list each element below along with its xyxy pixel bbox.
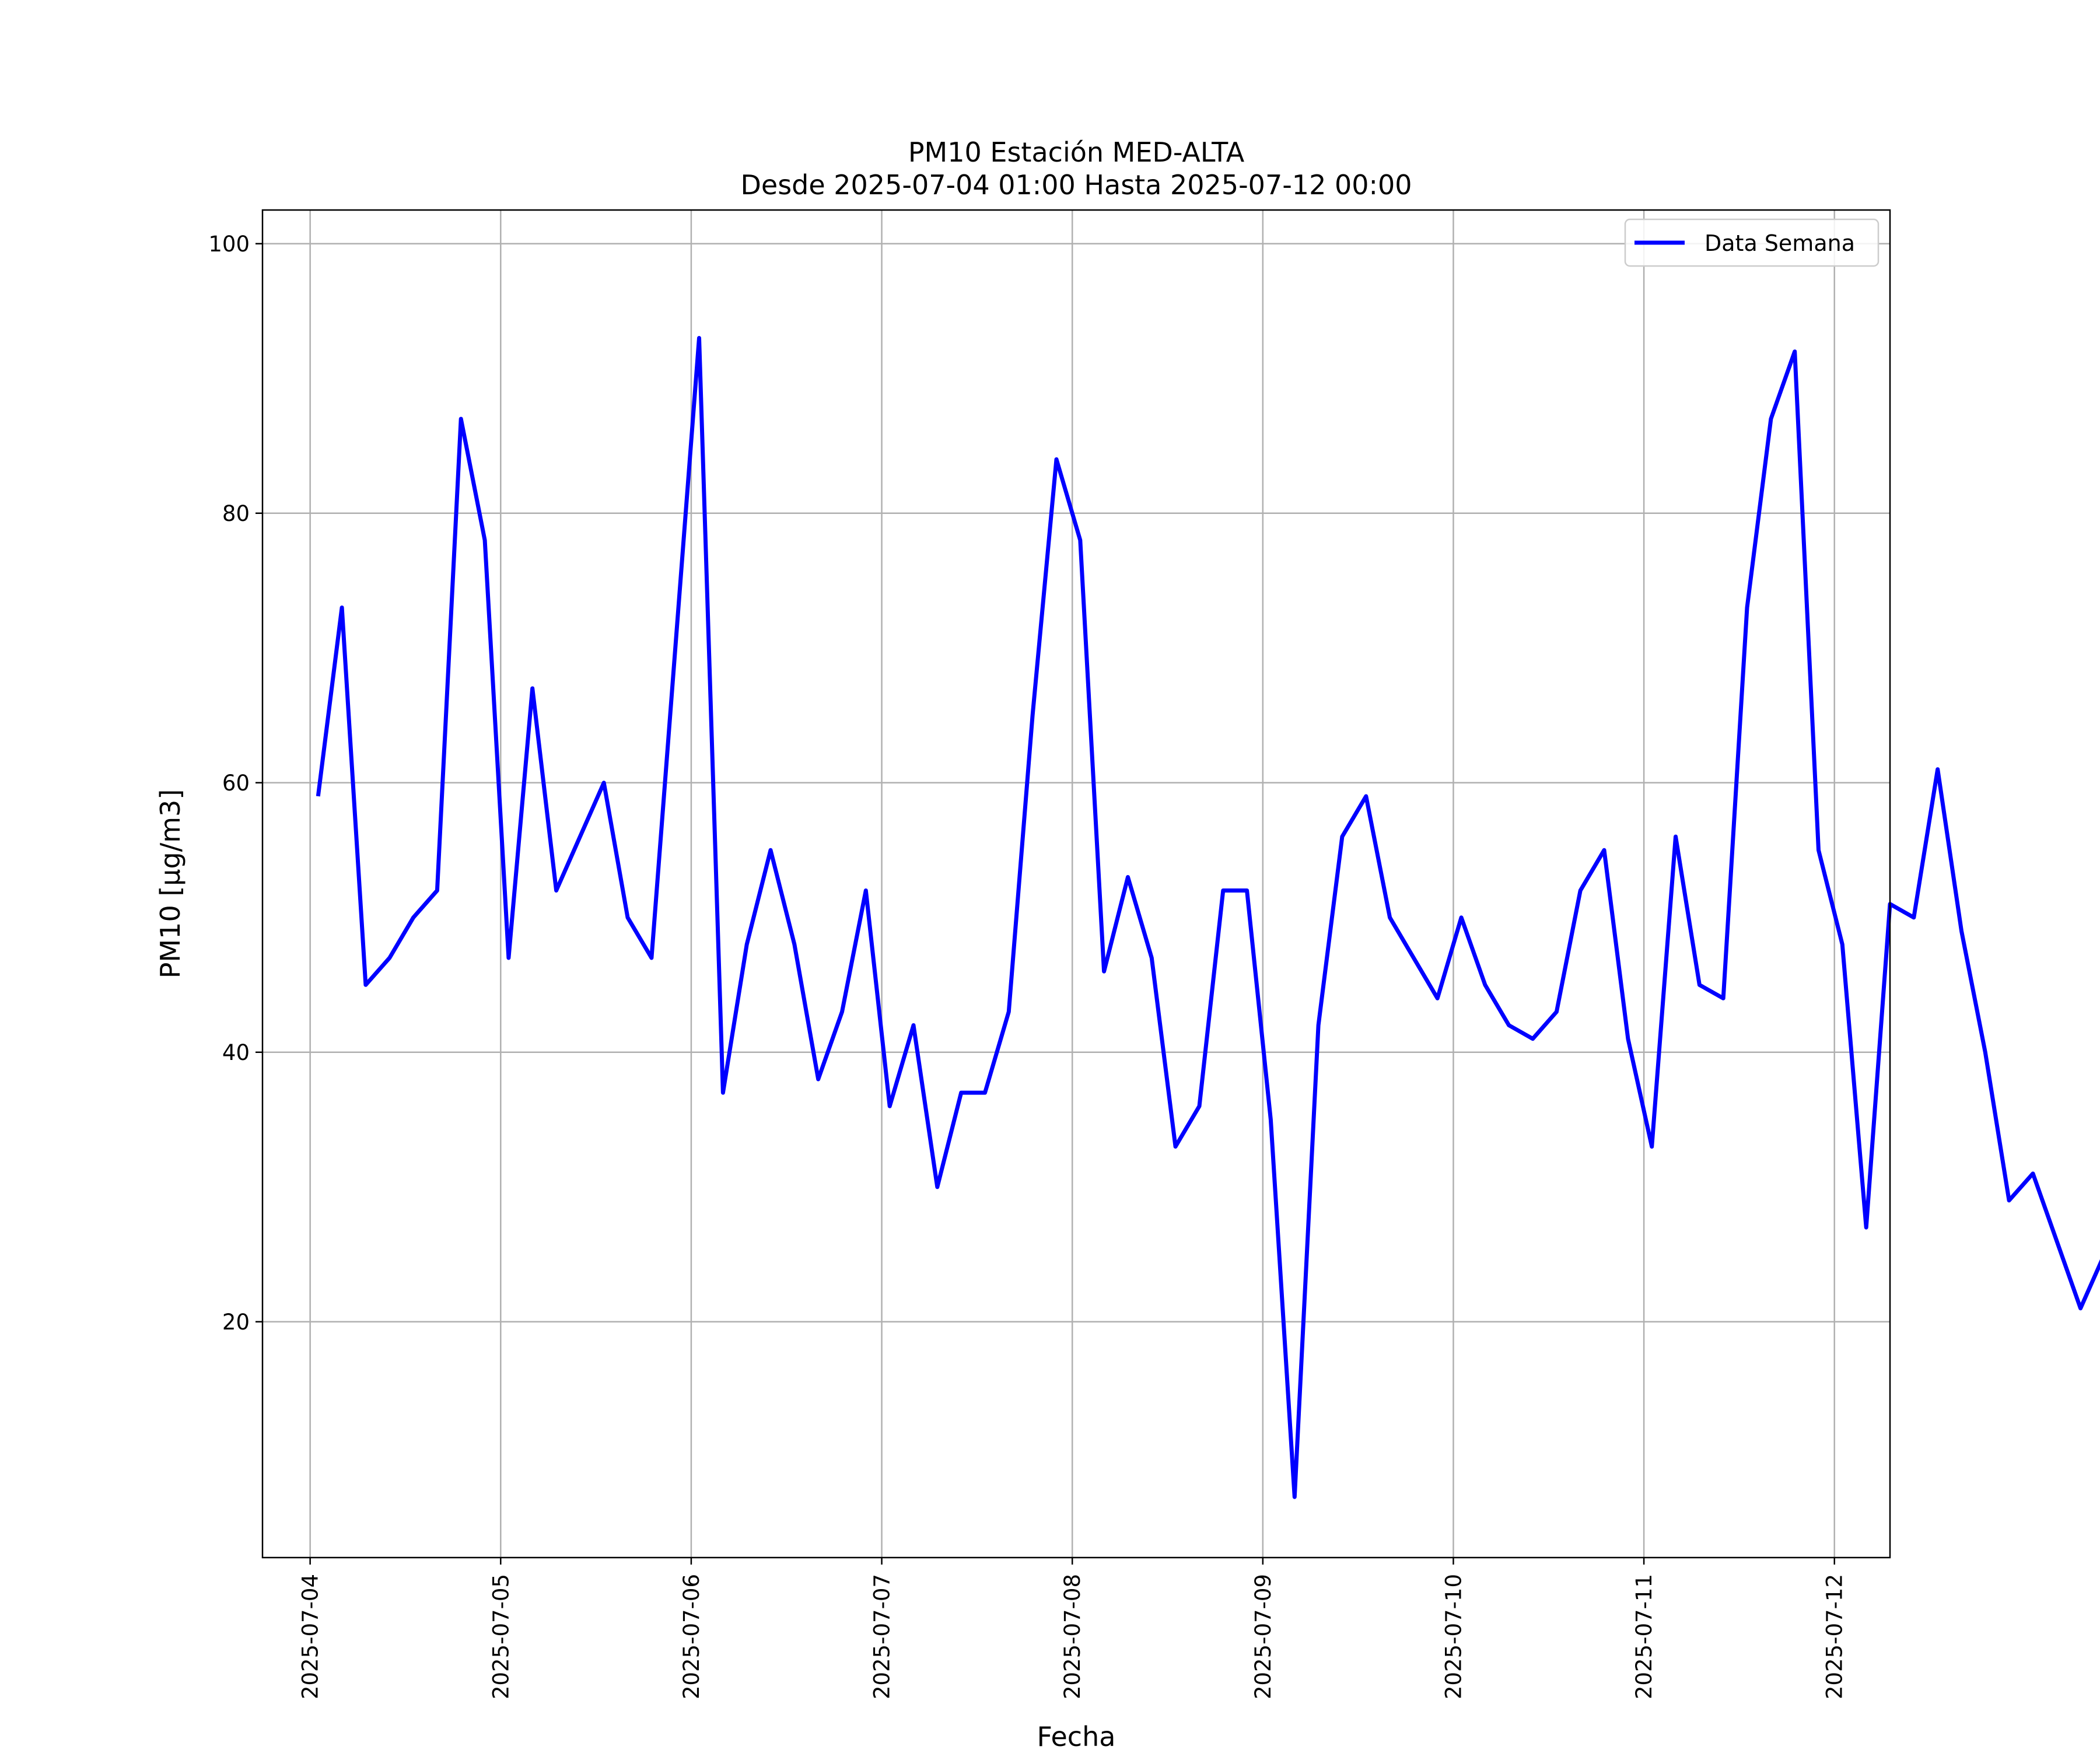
- x-tick-label: 2025-07-07: [870, 1574, 895, 1699]
- y-tick-label: 20: [222, 1310, 250, 1335]
- chart-title: PM10 Estación MED-ALTA: [908, 137, 1245, 168]
- x-tick-label: 2025-07-06: [679, 1574, 704, 1699]
- x-tick-label: 2025-07-05: [488, 1574, 513, 1699]
- y-tick-label: 100: [208, 232, 250, 257]
- legend-label-data-semana: Data Semana: [1704, 230, 1855, 256]
- axis-ticks: 2025-07-04 2025-07-05 2025-07-06 2025-07-07…: [208, 232, 1847, 1699]
- plot-area-frame: [261, 209, 1891, 1559]
- x-tick-label: 2025-07-08: [1060, 1574, 1085, 1699]
- x-axis-label: Fecha: [1037, 1721, 1116, 1750]
- x-tick-label: 2025-07-11: [1632, 1574, 1657, 1699]
- x-tick-label: 2025-07-09: [1251, 1574, 1276, 1699]
- series-line-data-semana: [316, 335, 2100, 1499]
- legend-box: [1624, 218, 1880, 267]
- y-axis-label: PM10 [μg/m3]: [155, 789, 186, 979]
- x-tick-label: 2025-07-04: [298, 1574, 323, 1699]
- y-tick-label: 60: [222, 771, 250, 796]
- series-layer: [316, 335, 2100, 1499]
- legend: Data Semana: [1624, 218, 1880, 267]
- chart-subtitle: Desde 2025-07-04 01:00 Hasta 2025-07-12 …: [740, 169, 1412, 201]
- y-tick-label: 80: [222, 501, 250, 526]
- x-tick-label: 2025-07-10: [1441, 1574, 1466, 1699]
- x-tick-label: 2025-07-12: [1822, 1574, 1847, 1699]
- y-tick-label: 40: [222, 1040, 250, 1065]
